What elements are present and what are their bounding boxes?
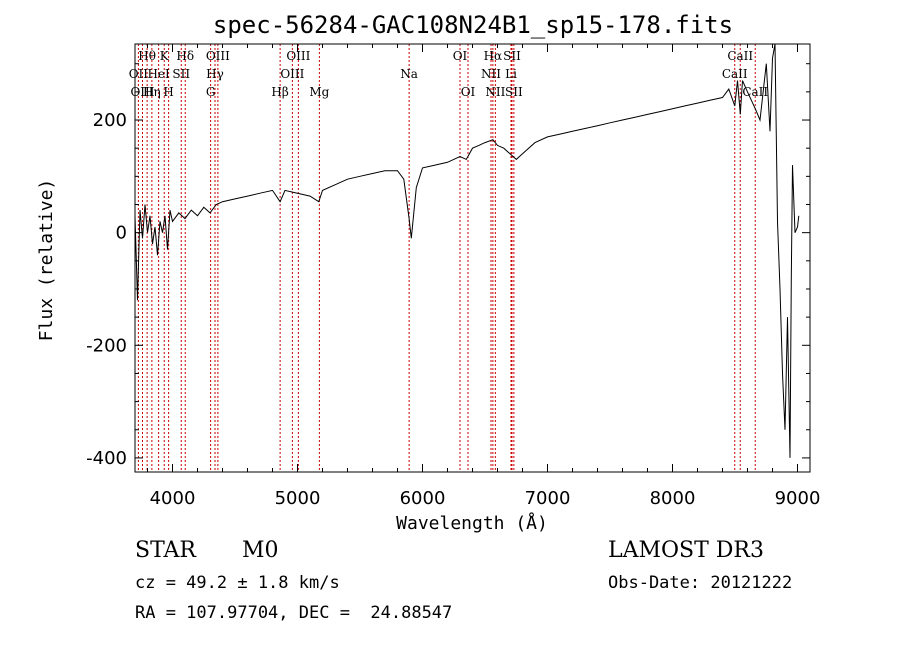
x-tick-label: 6000 bbox=[400, 488, 446, 509]
y-tick-label: 200 bbox=[93, 110, 127, 131]
line-label: CaII bbox=[742, 85, 768, 99]
line-label: Hη bbox=[143, 85, 161, 99]
y-axis-ticks: -400 -200 0 200 bbox=[86, 63, 810, 469]
line-label: HeI bbox=[147, 67, 170, 81]
y-tick-label: 0 bbox=[116, 223, 127, 244]
coordinates: RA = 107.97704, DEC = 24.88547 bbox=[135, 603, 453, 623]
line-label: CaII bbox=[722, 67, 748, 81]
line-label: K bbox=[160, 49, 170, 63]
chart-title: spec-56284-GAC108N24B1_sp15-178.fits bbox=[213, 11, 733, 39]
object-subclass: M0 bbox=[242, 538, 279, 563]
line-label: Hθ bbox=[138, 49, 156, 63]
line-label: SII bbox=[503, 49, 521, 63]
line-label: OI bbox=[453, 49, 468, 63]
spectral-line-markers bbox=[137, 44, 756, 472]
line-label: CaII bbox=[727, 49, 753, 63]
y-tick-label: -200 bbox=[86, 335, 127, 356]
redshift-value: cz = 49.2 ± 1.8 km/s bbox=[135, 573, 340, 593]
x-tick-label: 9000 bbox=[775, 488, 821, 509]
x-tick-label: 8000 bbox=[650, 488, 696, 509]
observation-date: Obs-Date: 20121222 bbox=[608, 573, 793, 593]
line-label: Hδ bbox=[176, 49, 194, 63]
line-label: Li bbox=[505, 67, 517, 81]
line-label: OI bbox=[461, 85, 476, 99]
line-label: Hβ bbox=[271, 85, 288, 99]
line-label: SII bbox=[505, 85, 523, 99]
x-axis-label: Wavelength (Å) bbox=[396, 512, 548, 534]
x-axis-ticks: 4000 5000 6000 7000 8000 9000 bbox=[147, 44, 821, 509]
line-label: H bbox=[163, 85, 173, 99]
object-class: STAR bbox=[135, 538, 196, 563]
line-label: Hγ bbox=[206, 67, 224, 81]
line-label: NII bbox=[481, 67, 501, 81]
line-label: OIII bbox=[286, 49, 310, 63]
x-tick-label: 7000 bbox=[525, 488, 571, 509]
line-label: OIII bbox=[130, 85, 154, 99]
survey-name: LAMOST DR3 bbox=[608, 538, 764, 563]
line-label: SII bbox=[172, 67, 190, 81]
spectrum-line bbox=[134, 43, 800, 458]
line-label: OIII bbox=[206, 49, 230, 63]
y-tick-label: -400 bbox=[86, 448, 127, 469]
line-label: G bbox=[206, 85, 216, 99]
x-tick-label: 4000 bbox=[150, 488, 196, 509]
line-label: Hα bbox=[484, 49, 503, 63]
plot-frame bbox=[134, 43, 811, 473]
line-label: OIII bbox=[280, 67, 304, 81]
y-axis-label: Flux (relative) bbox=[36, 179, 57, 342]
line-label: Na bbox=[400, 67, 418, 81]
x-tick-label: 5000 bbox=[275, 488, 321, 509]
line-label: OII bbox=[129, 67, 149, 81]
line-label: NII bbox=[485, 85, 505, 99]
line-label: Mg bbox=[309, 85, 329, 99]
